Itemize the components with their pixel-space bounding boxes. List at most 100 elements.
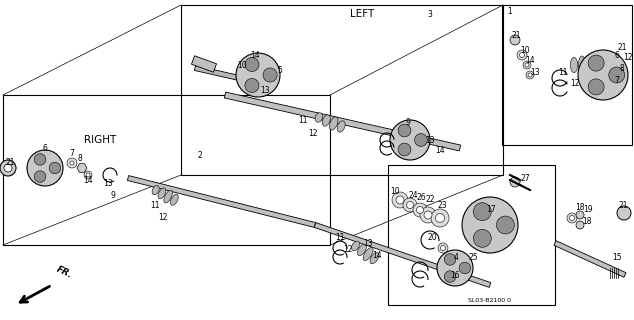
Text: 14: 14 (525, 55, 535, 65)
Text: 12: 12 (308, 129, 318, 138)
Circle shape (576, 221, 584, 229)
Ellipse shape (337, 121, 345, 132)
Polygon shape (191, 56, 217, 72)
Text: 11: 11 (559, 68, 568, 76)
Circle shape (609, 67, 624, 83)
Text: 16: 16 (450, 270, 460, 279)
Circle shape (86, 173, 90, 177)
Circle shape (34, 154, 46, 165)
Circle shape (474, 203, 491, 220)
Circle shape (517, 50, 527, 60)
Text: 18: 18 (575, 204, 585, 212)
Bar (181, 5, 503, 175)
Circle shape (424, 211, 432, 219)
Circle shape (523, 61, 531, 69)
Text: RIGHT: RIGHT (84, 135, 116, 145)
Text: 19: 19 (583, 205, 593, 214)
Ellipse shape (578, 56, 586, 74)
Text: 4: 4 (453, 252, 458, 261)
Text: 7: 7 (614, 76, 619, 84)
Text: 12: 12 (343, 245, 353, 254)
Circle shape (569, 215, 574, 220)
Circle shape (415, 134, 427, 147)
Circle shape (459, 262, 470, 274)
Text: 12: 12 (623, 52, 633, 61)
Ellipse shape (351, 241, 359, 251)
Circle shape (437, 250, 473, 286)
Circle shape (34, 171, 46, 182)
Ellipse shape (315, 113, 323, 122)
Polygon shape (554, 241, 626, 277)
Circle shape (526, 71, 534, 79)
Text: 13: 13 (425, 135, 435, 145)
Ellipse shape (330, 117, 338, 130)
Circle shape (0, 160, 16, 176)
Circle shape (4, 164, 12, 172)
Text: 10: 10 (237, 60, 247, 69)
Text: 11: 11 (298, 116, 307, 124)
Ellipse shape (602, 56, 610, 74)
Text: 9: 9 (406, 117, 410, 126)
Circle shape (588, 55, 604, 71)
Polygon shape (195, 66, 249, 83)
Text: 21: 21 (511, 30, 521, 39)
Circle shape (27, 150, 63, 186)
Circle shape (420, 207, 436, 223)
Text: SL03-B2100 0: SL03-B2100 0 (469, 298, 512, 302)
Text: 3: 3 (427, 10, 432, 19)
Text: 2: 2 (198, 150, 202, 159)
Ellipse shape (322, 115, 330, 126)
Text: 9: 9 (110, 190, 115, 199)
Circle shape (462, 197, 518, 253)
Circle shape (510, 177, 520, 187)
Circle shape (436, 213, 444, 222)
Circle shape (444, 271, 456, 282)
Text: 13: 13 (260, 85, 270, 94)
Text: 14: 14 (372, 252, 382, 260)
Circle shape (510, 35, 520, 45)
Circle shape (67, 158, 77, 168)
Circle shape (403, 198, 417, 212)
Text: LEFT: LEFT (350, 9, 374, 19)
Ellipse shape (571, 57, 578, 73)
Text: 15: 15 (612, 252, 622, 261)
Text: FR.: FR. (55, 265, 74, 280)
Polygon shape (224, 92, 461, 151)
Text: 22: 22 (425, 196, 435, 204)
Bar (388, 165, 555, 305)
Circle shape (496, 216, 514, 234)
Circle shape (525, 63, 529, 67)
Circle shape (474, 229, 491, 247)
Polygon shape (314, 223, 491, 287)
Ellipse shape (370, 252, 379, 264)
Text: 27: 27 (520, 173, 530, 182)
Circle shape (617, 206, 631, 220)
Circle shape (245, 78, 259, 92)
Ellipse shape (152, 186, 159, 195)
Circle shape (398, 143, 411, 156)
Ellipse shape (164, 190, 172, 203)
Text: 21: 21 (5, 157, 15, 166)
Text: 14: 14 (83, 175, 93, 185)
Text: 25: 25 (468, 253, 478, 262)
Text: 10: 10 (390, 188, 400, 196)
Text: 18: 18 (582, 218, 592, 227)
Text: 10: 10 (520, 45, 530, 54)
Text: 12: 12 (158, 212, 168, 221)
Circle shape (417, 206, 424, 213)
Text: 5: 5 (278, 66, 282, 75)
Text: 1: 1 (508, 6, 512, 15)
Circle shape (413, 203, 427, 217)
Circle shape (390, 120, 430, 160)
Ellipse shape (158, 188, 165, 199)
Text: 13: 13 (103, 179, 113, 188)
Text: 12: 12 (570, 78, 579, 87)
Text: 13: 13 (363, 238, 373, 247)
Text: 24: 24 (408, 190, 418, 199)
Circle shape (519, 52, 524, 58)
Circle shape (49, 162, 61, 174)
Text: 8: 8 (619, 63, 624, 73)
Text: 8: 8 (77, 154, 82, 163)
Text: 14: 14 (250, 51, 260, 60)
Ellipse shape (586, 55, 593, 75)
